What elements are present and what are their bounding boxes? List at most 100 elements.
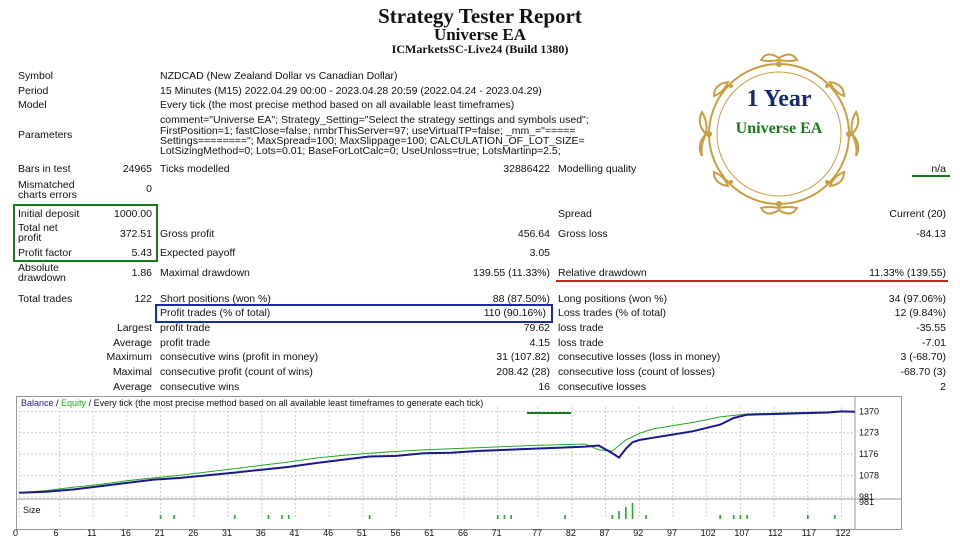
symbol-value: NZDCAD (New Zealand Dollar vs Canadian D… bbox=[160, 70, 398, 82]
y-tick-label-4: 981 bbox=[859, 492, 874, 502]
size-bar-19 bbox=[746, 515, 748, 519]
size-bar-6 bbox=[368, 515, 371, 519]
maxdd-value: 139.55 (11.33%) bbox=[473, 267, 550, 279]
max-losses-value: 3 (-68.70) bbox=[900, 351, 946, 363]
y-tick-label-0: 1370 bbox=[859, 406, 879, 416]
profit-trades-value: 110 (90.16%) bbox=[483, 307, 546, 319]
grossprofit-value: 456.64 bbox=[517, 228, 550, 240]
badge-line-2: Universe EA bbox=[735, 120, 823, 137]
period-value: 15 Minutes (M15) 2022.04.29 00:00 - 2023… bbox=[160, 85, 542, 97]
trades-value: 122 bbox=[134, 293, 152, 305]
avg-profit-label: profit trade bbox=[160, 337, 211, 349]
x-tick-label-5: 26 bbox=[188, 528, 199, 538]
size-bar-10 bbox=[564, 515, 566, 519]
max-wins-label: consecutive wins (profit in money) bbox=[160, 351, 319, 363]
max-profit-label: consecutive profit (count of wins) bbox=[160, 366, 313, 378]
legend-underline bbox=[527, 412, 571, 414]
grossprofit-label: Gross profit bbox=[160, 228, 215, 240]
x-tick-label-12: 61 bbox=[424, 528, 435, 538]
size-bar-1 bbox=[173, 515, 175, 519]
size-bar-13 bbox=[624, 507, 627, 519]
deposit-highlight-box bbox=[13, 204, 158, 262]
pf-label: Profit factor bbox=[18, 247, 72, 259]
report-title: Strategy Tester Report bbox=[378, 4, 582, 28]
size-bar-17 bbox=[732, 515, 735, 519]
largest-loss-label: loss trade bbox=[558, 322, 604, 334]
params-line-1: comment="Universe EA"; Strategy_Setting=… bbox=[160, 114, 589, 126]
deposit-value: 1000.00 bbox=[114, 208, 152, 220]
bars-label: Bars in test bbox=[18, 163, 71, 175]
legend-equity: Equity bbox=[61, 398, 87, 408]
ea-name: Universe EA bbox=[433, 25, 527, 44]
bars-value: 24965 bbox=[122, 163, 152, 175]
max-wins-value: 31 (107.82) bbox=[496, 351, 550, 363]
x-tick-label-19: 97 bbox=[666, 528, 677, 538]
size-bar-16 bbox=[719, 515, 721, 519]
size-bar-8 bbox=[503, 515, 506, 519]
maximum-label: Maximum bbox=[106, 351, 152, 363]
server-info: ICMarketsSC-Live24 (Build 1380) bbox=[391, 42, 569, 56]
x-tick-label-3: 16 bbox=[120, 528, 131, 538]
avg-loss-value: -7.01 bbox=[922, 337, 946, 349]
ornament-frame-icon bbox=[698, 53, 860, 215]
size-bar-5 bbox=[287, 515, 290, 519]
model-value: Every tick (the most precise method base… bbox=[160, 99, 515, 111]
netprofit-value: 372.51 bbox=[119, 228, 152, 240]
avg-losses-label: consecutive losses bbox=[558, 381, 647, 393]
x-tick-label-8: 41 bbox=[289, 528, 300, 538]
largest-loss-value: -35.55 bbox=[916, 322, 946, 334]
legend-balance: Balance bbox=[21, 398, 54, 408]
absdd-label-1: Absolute bbox=[18, 262, 59, 274]
max-profit-value: 208.42 (28) bbox=[496, 366, 550, 378]
x-tick-label-24: 122 bbox=[835, 528, 851, 538]
mismatch-label-2: charts errors bbox=[18, 189, 77, 201]
maxdd-label: Maximal drawdown bbox=[160, 267, 250, 279]
deposit-label: Initial deposit bbox=[18, 208, 80, 220]
short-label: Short positions (won %) bbox=[160, 293, 271, 305]
long-value: 34 (97.06%) bbox=[888, 293, 946, 305]
y-tick-label-bottom: 981 bbox=[859, 497, 874, 507]
period-label: Period bbox=[18, 85, 49, 97]
symbol-label: Symbol bbox=[18, 70, 54, 82]
avg-wins-label: consecutive wins bbox=[160, 381, 240, 393]
spread-value: Current (20) bbox=[889, 208, 946, 220]
max-loss-value: -68.70 (3) bbox=[900, 366, 946, 378]
x-tick-label-13: 66 bbox=[457, 528, 468, 538]
grossloss-label: Gross loss bbox=[558, 228, 608, 240]
profit-trades-label: Profit trades (% of total) bbox=[160, 307, 271, 319]
x-tick-label-4: 21 bbox=[154, 528, 165, 538]
params-line-4: LotSizingMethod=0; Lots=0.01; BaseForLot… bbox=[160, 145, 561, 157]
ticks-value: 32886422 bbox=[503, 163, 550, 175]
pf-value: 5.43 bbox=[131, 247, 152, 259]
spread-label: Spread bbox=[558, 208, 592, 220]
absdd-label-2: drawdown bbox=[18, 272, 66, 284]
trades-label: Total trades bbox=[18, 293, 73, 305]
average2-label: Average bbox=[113, 381, 152, 393]
x-tick-label-23: 117 bbox=[801, 528, 817, 538]
long-label: Long positions (won %) bbox=[558, 293, 668, 305]
size-bar-3 bbox=[267, 515, 270, 519]
size-bar-18 bbox=[739, 515, 742, 519]
x-tick-label-1: 6 bbox=[53, 528, 59, 538]
x-tick-label-9: 46 bbox=[323, 528, 334, 538]
series-line-equity bbox=[18, 410, 856, 494]
size-bar-4 bbox=[281, 515, 283, 519]
avg-losses-value: 2 bbox=[940, 381, 946, 393]
quality-label: Modelling quality bbox=[558, 163, 637, 175]
x-tick-label-17: 87 bbox=[599, 528, 610, 538]
y-tick-label-1: 1273 bbox=[859, 428, 879, 438]
params-line-3: Settings========"; MaxSpread=100; MaxSli… bbox=[160, 135, 585, 147]
series-line-balance bbox=[18, 410, 856, 494]
netprofit-label-1: Total net bbox=[18, 222, 58, 234]
x-tick-label-7: 36 bbox=[255, 528, 266, 538]
avg-wins-value: 16 bbox=[538, 381, 550, 393]
balance-chart: 1370 1273 1176 1078 981 981 Balance / Equity … bbox=[16, 396, 902, 530]
size-label: Size bbox=[23, 505, 41, 515]
mismatch-value: 0 bbox=[146, 183, 152, 195]
size-bar-0 bbox=[159, 515, 162, 519]
profit-trades-highlight-box bbox=[155, 304, 553, 323]
y-tick-label-2: 1176 bbox=[859, 449, 878, 459]
badge-line-1: 1 Year bbox=[746, 86, 812, 112]
size-bar-7 bbox=[496, 515, 499, 519]
